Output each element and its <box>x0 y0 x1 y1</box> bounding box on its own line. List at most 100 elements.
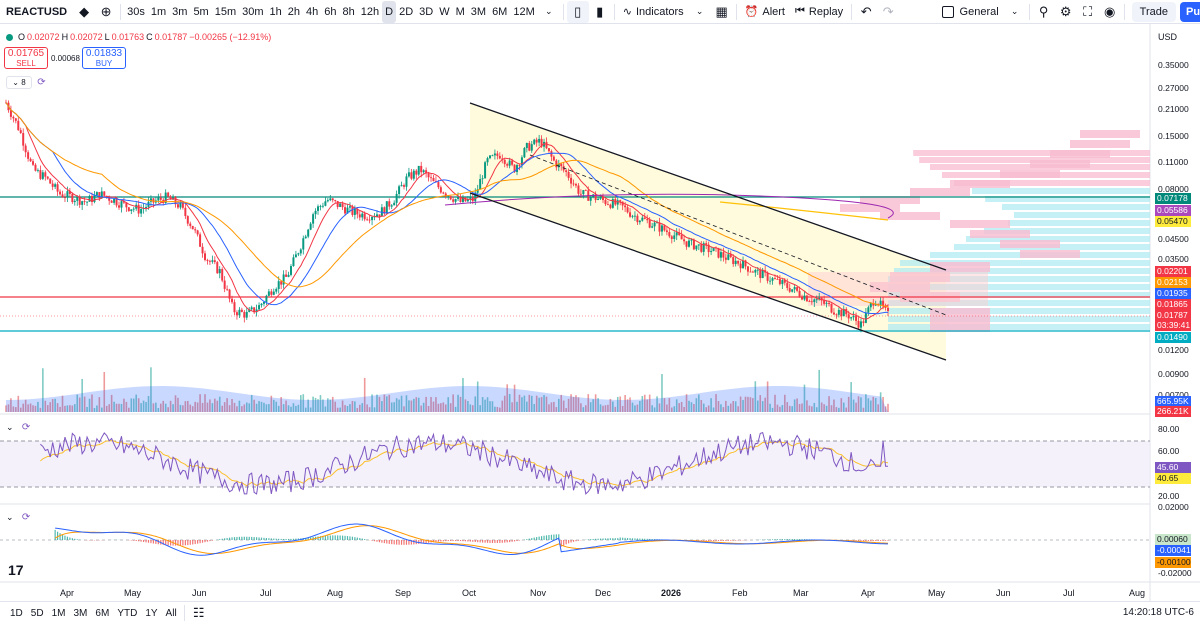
macd-histogram-bar <box>467 540 469 542</box>
camera-icon[interactable]: ◉ <box>1104 3 1116 19</box>
replay-button[interactable]: ⏮ Replay <box>790 1 848 23</box>
volume-bar <box>381 401 383 412</box>
layout-button[interactable]: General <box>937 1 1004 23</box>
interval-2d[interactable]: 2D <box>399 5 414 18</box>
range-1m[interactable]: 1M <box>51 607 66 619</box>
volume-bar <box>604 405 607 412</box>
macd-histogram-bar <box>646 538 648 540</box>
symbol-search-button[interactable]: REACTUSD <box>6 5 68 18</box>
volume-bar <box>781 405 784 412</box>
candle-body <box>594 194 597 200</box>
volume-bar <box>729 403 732 412</box>
macd-histogram-bar <box>71 538 73 540</box>
interval-1m[interactable]: 1m <box>150 5 167 18</box>
volume-bar <box>280 397 282 412</box>
macd-histogram-bar <box>779 539 781 540</box>
range-3m[interactable]: 3M <box>73 607 88 619</box>
sync-icon[interactable]: ⟳ <box>21 422 31 433</box>
volume-bar <box>725 400 727 412</box>
templates-icon[interactable]: ▦ <box>715 3 728 19</box>
interval-3d[interactable]: 3D <box>419 5 434 18</box>
chevron-down-icon[interactable]: ⌄ <box>1010 6 1019 16</box>
interval-3m[interactable]: 3m <box>172 5 188 18</box>
volume-bar <box>838 407 840 412</box>
candle-body <box>783 280 786 283</box>
candle-body <box>282 274 285 285</box>
interval-30m[interactable]: 30m <box>242 5 264 18</box>
volume-bar <box>791 406 793 412</box>
range-all[interactable]: All <box>165 607 177 619</box>
currency-label[interactable]: USD <box>1158 32 1178 42</box>
add-symbol-icon[interactable]: ⊕ <box>100 3 112 19</box>
interval-4h[interactable]: 4h <box>306 5 319 18</box>
volume-bar <box>852 399 855 412</box>
indicators-label: Indicators <box>635 5 684 18</box>
trade-button[interactable]: Trade <box>1131 1 1176 22</box>
chevron-down-icon[interactable]: ⌄ <box>6 512 14 522</box>
interval-1h[interactable]: 1h <box>269 5 282 18</box>
interval-15m[interactable]: 15m <box>214 5 237 18</box>
undo-icon[interactable]: ↶ <box>860 3 872 19</box>
volume-bar <box>400 395 403 412</box>
range-ytd[interactable]: YTD <box>117 607 138 619</box>
calendar-icon[interactable]: ☷ <box>192 605 205 620</box>
time-tick: May <box>928 588 946 598</box>
volume-bar <box>840 398 843 412</box>
buy-button[interactable]: 0.01833 BUY <box>82 47 126 69</box>
volume-bar <box>238 400 241 412</box>
interval-6h[interactable]: 6h <box>324 5 337 18</box>
candle-body <box>373 216 376 218</box>
interval-2h[interactable]: 2h <box>287 5 301 18</box>
range-1d[interactable]: 1D <box>10 607 23 619</box>
macd-histogram-bar <box>255 537 258 540</box>
macd-histogram-bar <box>226 537 228 540</box>
candle-body <box>213 260 216 263</box>
sync-icon[interactable]: ⟳ <box>37 77 46 88</box>
chevron-down-icon[interactable]: ⌄ <box>695 6 704 16</box>
favorite-icon[interactable]: ◆ <box>79 3 90 19</box>
interval-8h[interactable]: 8h <box>342 5 355 18</box>
volume-bar <box>626 399 629 412</box>
indicators-collapse-button[interactable]: ⌄ 8 <box>6 76 32 89</box>
candle-body <box>518 165 521 166</box>
clock[interactable]: 14:20:18 UTC-6 <box>1122 607 1194 618</box>
interval-3m[interactable]: 3M <box>470 5 487 18</box>
interval-w[interactable]: W <box>439 5 450 18</box>
publish-button[interactable]: Publish <box>1180 1 1200 22</box>
volume-bar <box>403 406 405 412</box>
indicators-button[interactable]: ∿ Indicators <box>618 1 689 23</box>
sync-icon[interactable]: ⟳ <box>21 512 31 523</box>
search-icon[interactable]: ⚲ <box>1038 3 1049 19</box>
sell-button[interactable]: 0.01765 SELL <box>4 47 48 69</box>
candle-body <box>751 271 754 273</box>
volume-bar <box>255 403 258 412</box>
chevron-down-icon[interactable]: ⌄ <box>544 6 553 16</box>
chart-type-icon[interactable]: ▯ <box>566 0 589 23</box>
candle-body <box>358 214 361 218</box>
price-tick: 0.35000 <box>1158 60 1189 70</box>
candle-body <box>108 196 111 201</box>
macd-line <box>55 523 888 556</box>
range-1y[interactable]: 1Y <box>145 607 158 619</box>
chevron-down-icon[interactable]: ⌄ <box>6 422 14 432</box>
tradingview-logo[interactable]: 17 <box>8 562 24 578</box>
range-5d[interactable]: 5D <box>30 607 44 619</box>
interval-30s[interactable]: 30s <box>127 5 145 18</box>
candle-body <box>805 295 808 302</box>
volume-bar <box>842 402 845 412</box>
candle-body <box>641 217 644 221</box>
macd-histogram-bar <box>425 540 427 544</box>
interval-5m[interactable]: 5m <box>193 5 209 18</box>
interval-12m[interactable]: 12M <box>513 5 535 18</box>
fullscreen-icon[interactable]: ⛶ <box>1083 3 1093 19</box>
alert-button[interactable]: ⏰ Alert <box>740 1 790 23</box>
range-6m[interactable]: 6M <box>95 607 110 619</box>
interval-d[interactable]: D <box>382 0 397 23</box>
bar-type-icon[interactable]: ▮ <box>596 3 604 19</box>
redo-icon[interactable]: ↷ <box>882 3 894 19</box>
interval-12h[interactable]: 12h <box>360 5 380 18</box>
chart-canvas[interactable] <box>0 24 1200 601</box>
interval-6m[interactable]: 6M <box>492 5 508 18</box>
interval-m[interactable]: M <box>455 5 465 18</box>
settings-icon[interactable]: ⚙ <box>1059 3 1072 19</box>
